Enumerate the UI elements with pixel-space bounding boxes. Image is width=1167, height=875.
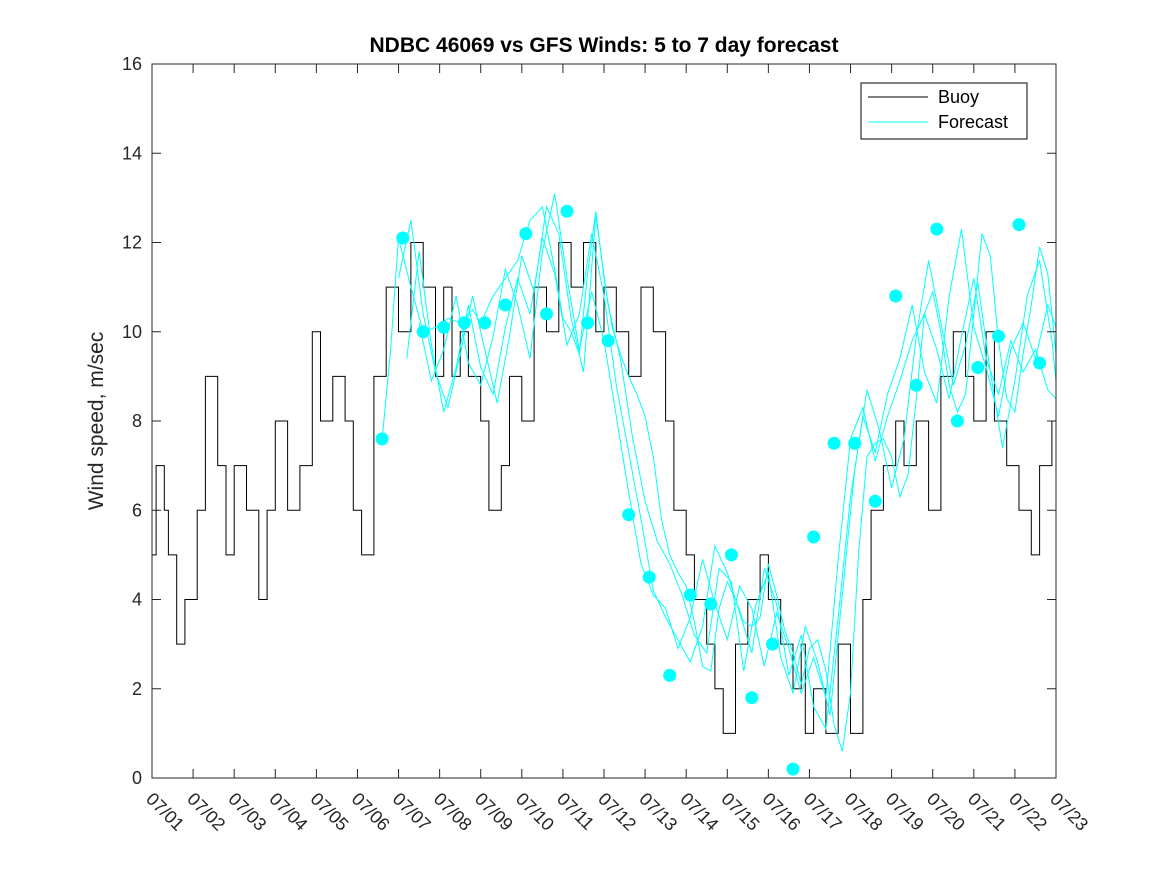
x-tick-label: 07/12 <box>594 789 640 835</box>
forecast-marker <box>683 588 697 602</box>
forecast-marker <box>848 436 862 450</box>
forecast-marker <box>868 494 882 508</box>
forecast-marker <box>375 432 389 446</box>
legend: Buoy Forecast <box>860 82 1028 140</box>
forecast-marker <box>950 414 964 428</box>
forecast-marker <box>437 320 451 334</box>
x-tick-label: 07/16 <box>759 789 805 835</box>
y-tick-label: 4 <box>132 590 142 610</box>
x-tick-label: 07/06 <box>348 789 394 835</box>
forecast-marker <box>1012 218 1026 232</box>
forecast-marker <box>992 329 1005 343</box>
forecast-marker <box>642 570 656 584</box>
x-tick-label: 07/08 <box>430 789 476 835</box>
forecast-marker <box>766 637 779 651</box>
forecast-marker <box>889 289 903 303</box>
x-tick-label: 07/23 <box>1046 789 1092 835</box>
forecast-marker <box>807 530 821 544</box>
forecast-marker <box>930 222 944 236</box>
forecast-marker <box>663 668 677 682</box>
y-tick-label: 14 <box>122 143 142 163</box>
x-tick-label: 07/15 <box>717 789 763 835</box>
forecast-marker <box>540 307 553 321</box>
forecast-run-line-2 <box>398 205 1056 716</box>
x-tick-label: 07/21 <box>964 789 1010 835</box>
x-tick-label: 07/10 <box>512 789 558 835</box>
x-tick-label: 07/22 <box>1005 789 1051 835</box>
forecast-marker <box>786 762 800 776</box>
x-tick-label: 07/02 <box>183 789 229 835</box>
y-tick-label: 2 <box>132 679 142 699</box>
forecast-marker <box>745 691 759 705</box>
x-tick-label: 07/17 <box>800 789 846 835</box>
buoy-series-line <box>152 242 1056 734</box>
forecast-run-line-3 <box>406 229 1056 731</box>
x-tick-label: 07/03 <box>224 789 270 835</box>
y-tick-label: 8 <box>132 411 142 431</box>
x-tick-label: 07/09 <box>471 789 517 835</box>
chart-title: NDBC 46069 vs GFS Winds: 5 to 7 day fore… <box>370 34 839 57</box>
forecast-marker <box>971 361 985 374</box>
forecast-marker <box>724 548 738 562</box>
x-tick-label: 07/01 <box>142 789 188 835</box>
x-tick-label: 07/20 <box>923 789 969 835</box>
x-tick-label: 07/04 <box>265 789 311 835</box>
forecast-marker <box>519 227 533 241</box>
legend-forecast-label: Forecast <box>938 112 1008 132</box>
x-tick-label: 07/13 <box>635 789 681 835</box>
x-tick-label: 07/11 <box>553 789 598 834</box>
forecast-marker <box>1033 356 1047 370</box>
forecast-marker <box>704 597 718 611</box>
forecast-marker <box>396 231 410 245</box>
y-tick-label: 10 <box>122 322 142 342</box>
forecast-marker <box>581 316 595 330</box>
y-tick-label: 12 <box>122 233 142 253</box>
x-tick-label: 07/14 <box>676 789 722 835</box>
x-tick-label: 07/18 <box>841 789 887 835</box>
y-axis-label: Wind speed, m/sec <box>85 332 108 511</box>
legend-box <box>860 82 1028 140</box>
forecast-marker <box>560 204 574 218</box>
x-tick-label: 07/05 <box>307 789 353 835</box>
forecast-marker <box>622 508 636 522</box>
legend-buoy-label: Buoy <box>938 87 979 107</box>
forecast-marker <box>827 436 841 450</box>
forecast-marker <box>498 298 512 312</box>
y-tick-label: 16 <box>122 54 142 74</box>
forecast-run-line-4 <box>418 193 1056 698</box>
series-layer <box>152 193 1056 776</box>
x-tick-label: 07/19 <box>882 789 928 835</box>
forecast-marker <box>601 334 615 348</box>
y-tick-label: 6 <box>132 500 142 520</box>
forecast-run-line-1 <box>381 205 1056 752</box>
forecast-marker <box>909 378 923 392</box>
forecast-marker <box>416 325 430 339</box>
forecast-marker <box>457 316 471 330</box>
y-tick-label: 0 <box>132 768 142 788</box>
forecast-marker <box>478 316 492 330</box>
axis-ticks: 024681012141607/0107/0207/0307/0407/0507… <box>122 54 1092 835</box>
x-tick-label: 07/07 <box>389 789 435 835</box>
